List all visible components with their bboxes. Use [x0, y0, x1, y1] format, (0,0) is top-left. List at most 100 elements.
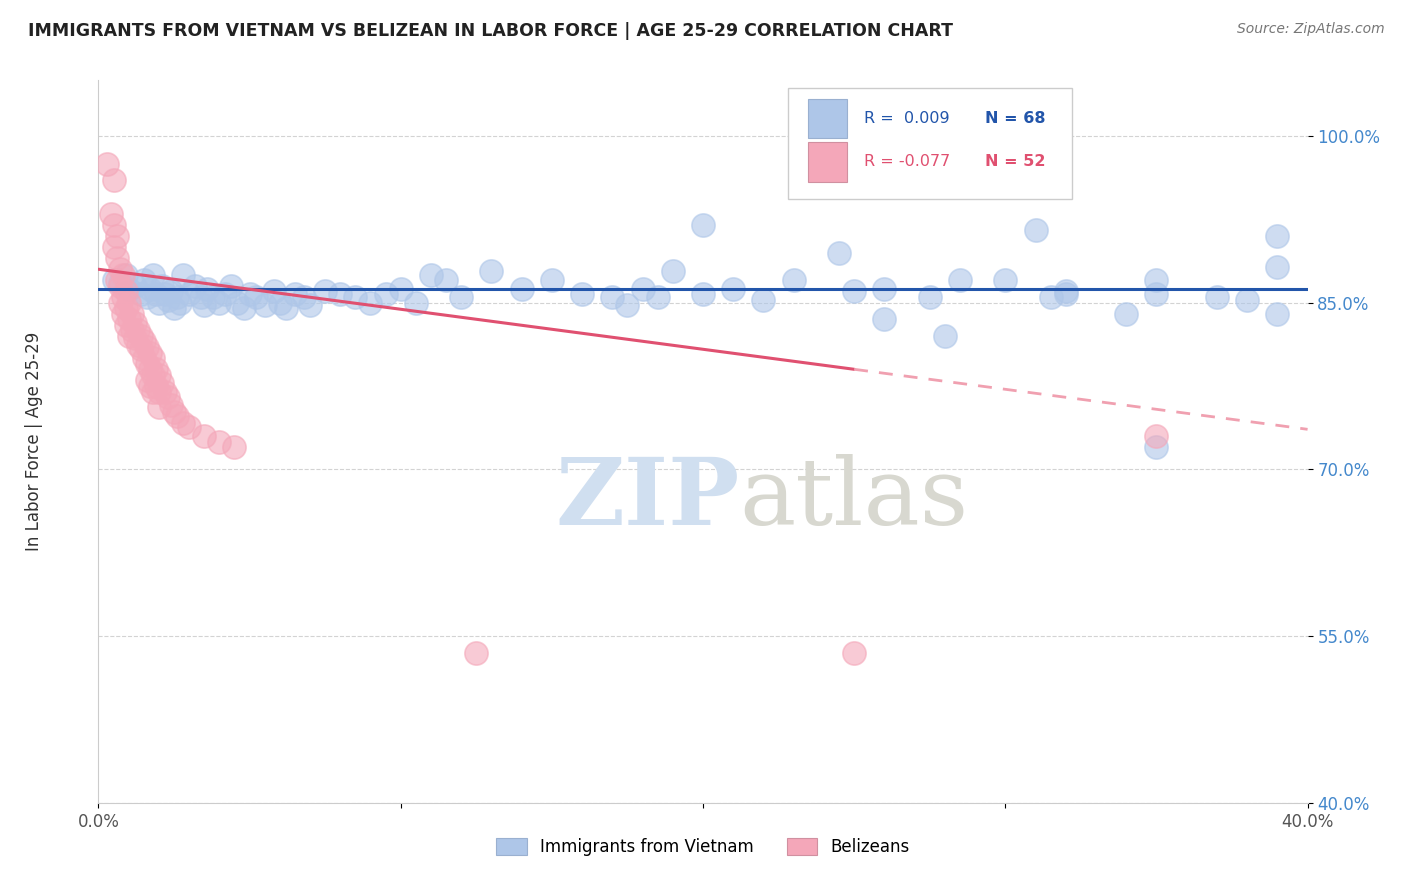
- Point: [114, 268, 136, 282]
- Point: [108, 262, 131, 277]
- Point: [96, 156, 118, 170]
- Point: [118, 329, 141, 343]
- Text: ZIP: ZIP: [555, 454, 740, 544]
- Point: [263, 285, 285, 299]
- Point: [208, 295, 231, 310]
- Point: [156, 390, 179, 404]
- Point: [360, 295, 382, 310]
- Text: Source: ZipAtlas.com: Source: ZipAtlas.com: [1237, 22, 1385, 37]
- Point: [179, 286, 201, 301]
- Point: [661, 264, 683, 278]
- Point: [153, 286, 176, 301]
- Text: R = -0.077: R = -0.077: [863, 154, 950, 169]
- Point: [132, 273, 155, 287]
- Point: [172, 268, 194, 282]
- Point: [224, 440, 246, 454]
- Point: [105, 251, 128, 265]
- Point: [160, 398, 183, 412]
- Point: [129, 286, 152, 301]
- Point: [148, 384, 170, 399]
- Point: [631, 282, 654, 296]
- Point: [184, 279, 207, 293]
- Point: [195, 282, 218, 296]
- Point: [111, 307, 134, 321]
- Point: [405, 295, 427, 310]
- Point: [299, 298, 322, 312]
- Point: [132, 351, 155, 366]
- Point: [616, 298, 638, 312]
- Point: [169, 295, 191, 310]
- Point: [135, 290, 157, 304]
- Point: [450, 290, 472, 304]
- Point: [127, 323, 149, 337]
- Point: [873, 282, 896, 296]
- Point: [135, 357, 157, 371]
- Point: [844, 646, 866, 660]
- Point: [214, 286, 236, 301]
- Point: [111, 290, 134, 304]
- Point: [994, 273, 1017, 287]
- Point: [1054, 286, 1077, 301]
- Point: [103, 173, 125, 187]
- Point: [510, 282, 533, 296]
- Point: [1144, 273, 1167, 287]
- Point: [284, 286, 307, 301]
- Point: [142, 368, 165, 382]
- Point: [105, 228, 128, 243]
- Text: atlas: atlas: [740, 454, 969, 544]
- Point: [245, 290, 267, 304]
- Point: [142, 384, 165, 399]
- Point: [602, 290, 624, 304]
- Point: [190, 290, 212, 304]
- Point: [127, 338, 149, 352]
- Point: [783, 273, 806, 287]
- Point: [103, 240, 125, 254]
- Point: [844, 135, 866, 149]
- Point: [129, 329, 152, 343]
- Point: [132, 334, 155, 349]
- Point: [828, 245, 851, 260]
- Point: [193, 429, 215, 443]
- Point: [232, 301, 254, 315]
- Point: [221, 279, 243, 293]
- Point: [1267, 228, 1289, 243]
- Point: [135, 373, 157, 387]
- Point: [148, 368, 170, 382]
- Point: [692, 218, 714, 232]
- Point: [139, 379, 162, 393]
- Point: [163, 301, 186, 315]
- Point: [139, 282, 162, 296]
- Point: [465, 646, 488, 660]
- Text: IMMIGRANTS FROM VIETNAM VS BELIZEAN IN LABOR FORCE | AGE 25-29 CORRELATION CHART: IMMIGRANTS FROM VIETNAM VS BELIZEAN IN L…: [28, 22, 953, 40]
- Point: [844, 285, 866, 299]
- Point: [156, 293, 179, 308]
- Point: [571, 286, 593, 301]
- Point: [314, 285, 336, 299]
- Point: [103, 218, 125, 232]
- Point: [148, 400, 170, 414]
- FancyBboxPatch shape: [787, 87, 1071, 200]
- Point: [1267, 260, 1289, 274]
- Point: [166, 290, 188, 304]
- Point: [934, 329, 956, 343]
- Point: [100, 207, 122, 221]
- Point: [124, 279, 146, 293]
- Point: [274, 301, 297, 315]
- Point: [329, 286, 352, 301]
- Point: [949, 273, 972, 287]
- Point: [434, 273, 457, 287]
- Point: [934, 173, 956, 187]
- Point: [103, 273, 125, 287]
- FancyBboxPatch shape: [808, 142, 846, 182]
- Point: [114, 318, 136, 332]
- Point: [193, 298, 215, 312]
- Point: [124, 331, 146, 345]
- Point: [752, 293, 775, 308]
- Point: [118, 295, 141, 310]
- Point: [139, 362, 162, 376]
- Point: [344, 290, 367, 304]
- Point: [420, 268, 443, 282]
- Point: [108, 279, 131, 293]
- Point: [1144, 429, 1167, 443]
- Point: [1039, 290, 1062, 304]
